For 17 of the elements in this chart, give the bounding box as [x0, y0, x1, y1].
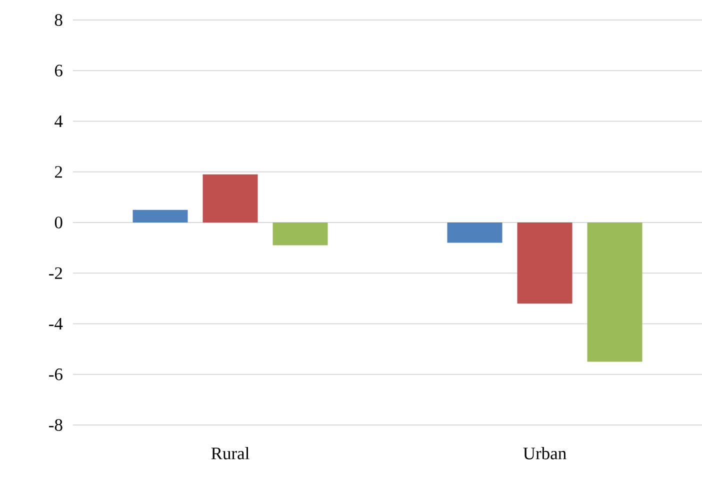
- y-tick-label: 8: [54, 14, 62, 26]
- bar: [447, 222, 502, 243]
- bar: [272, 222, 328, 246]
- y-tick-label: -4: [49, 318, 63, 330]
- bar: [587, 222, 642, 362]
- y-tick-label: 6: [54, 64, 62, 76]
- bar: [517, 222, 572, 304]
- x-tick-label: Rural: [211, 447, 250, 460]
- y-tick-label: -8: [49, 419, 62, 431]
- bar: [132, 210, 188, 222]
- y-tick-label: 4: [54, 115, 63, 128]
- x-tick-label: Urban: [523, 447, 566, 460]
- y-tick-label: 0: [54, 216, 62, 228]
- bar: [202, 174, 258, 222]
- y-tick-label: 2: [54, 166, 62, 178]
- y-tick-label: -2: [49, 267, 62, 279]
- y-tick-label: -6: [49, 368, 62, 380]
